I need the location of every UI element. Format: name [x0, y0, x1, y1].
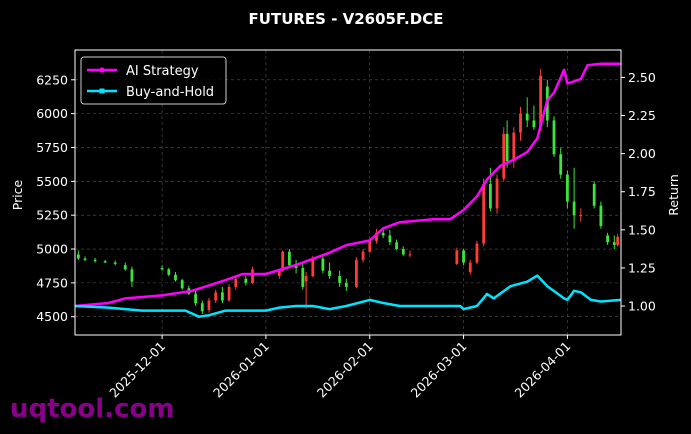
y2-tick-label: 2.25 [628, 108, 656, 123]
legend: AI Strategy Buy-and-Hold [80, 56, 227, 105]
y2-tick-label: 2.00 [628, 146, 656, 161]
legend-label-bh: Buy-and-Hold [126, 85, 214, 100]
candle-body [505, 133, 509, 162]
candle-body [294, 265, 298, 268]
candle-body [194, 293, 197, 304]
candle-body [539, 75, 543, 128]
candle-body [214, 292, 218, 301]
legend-box [80, 56, 227, 105]
candle-body [160, 267, 164, 270]
candle-body [304, 276, 308, 282]
candle-body [234, 278, 238, 287]
candle-body [525, 113, 529, 121]
y2-tick-label: 2.50 [628, 70, 656, 85]
candle-body [167, 269, 171, 275]
y2-tick-label: 1.00 [628, 299, 656, 314]
candle-body [519, 113, 522, 133]
candle-body [395, 242, 398, 250]
candle-body [251, 269, 254, 283]
candle-body [579, 215, 583, 217]
candle-body [207, 300, 211, 310]
watermark: uqtool.com [10, 394, 174, 424]
candle-body [227, 286, 231, 301]
candle-body [174, 274, 177, 281]
y-tick-label: 4750 [36, 275, 68, 290]
candle-body [200, 303, 204, 312]
candle-body [328, 270, 331, 277]
candle-body [103, 261, 107, 263]
y-axis-label: Price [10, 179, 25, 210]
y-tick-label: 5250 [36, 208, 68, 223]
candle-body [368, 240, 372, 252]
return-lines [74, 62, 622, 318]
candle-body [599, 205, 603, 227]
candle-body [572, 201, 576, 216]
candle-body [301, 267, 305, 287]
candle-body [475, 243, 479, 263]
buy-and-hold-line [74, 274, 622, 318]
y-tick-label: 5750 [36, 140, 68, 155]
candle-body [606, 235, 610, 243]
candle-body [344, 282, 348, 287]
candle-body [616, 236, 620, 245]
candle-body [502, 133, 506, 179]
candle-body [408, 254, 412, 256]
y2-tick-label: 1.25 [628, 260, 656, 275]
candle-body [361, 251, 365, 260]
candle-body [338, 276, 342, 283]
y-tick-label: 5500 [36, 174, 68, 189]
candle-body [180, 280, 184, 289]
price-candles [76, 68, 620, 315]
candle-body [277, 270, 281, 277]
candle-body [388, 235, 392, 243]
candle-body [287, 251, 291, 266]
plot-frame [74, 49, 622, 336]
candle-body [311, 258, 315, 277]
y-tick-label: 5000 [36, 242, 68, 257]
candle-body [281, 251, 285, 271]
candle-body [76, 254, 80, 259]
y-axis-right: 1.00 1.25 1.50 1.75 2.00 2.25 2.50 [621, 70, 656, 314]
candle-body [552, 120, 556, 155]
legend-label-ai: AI Strategy [126, 64, 199, 79]
y2-tick-label: 1.50 [628, 222, 656, 237]
candle-body [113, 262, 117, 264]
candle-body [130, 269, 134, 282]
candle-body [495, 178, 499, 209]
candle-body [381, 232, 385, 236]
candle-body [83, 258, 87, 260]
candle-body [354, 259, 358, 287]
legend-marker-ai [99, 67, 105, 73]
y-tick-label: 6250 [36, 72, 68, 87]
chart-title: FUTURES - V2605F.DCE [249, 10, 444, 28]
candle-body [123, 265, 127, 270]
y-tick-label: 4500 [36, 309, 68, 324]
legend-marker-bh [99, 88, 105, 94]
candle-body [93, 259, 97, 262]
candle-body [559, 154, 563, 175]
candle-body [244, 278, 248, 283]
candle-body [468, 262, 472, 273]
ai-strategy-line [74, 62, 621, 308]
y-axis-left: 4500 4750 5000 5250 5500 5750 6000 6250 [36, 72, 75, 324]
candle-body [401, 249, 405, 255]
y2-tick-label: 1.75 [628, 184, 656, 199]
candle-body [532, 120, 536, 128]
candle-body [220, 292, 224, 301]
candle-body [512, 132, 516, 162]
gridlines [75, 50, 621, 335]
candle-body [455, 250, 459, 264]
candle-body [482, 184, 486, 244]
y-tick-label: 6000 [36, 106, 68, 121]
y2-axis-label: Return [666, 174, 681, 215]
candle-body [462, 250, 465, 263]
candle-body [488, 184, 492, 209]
candle-body [612, 242, 616, 245]
candle-body [592, 184, 596, 206]
candle-body [375, 232, 378, 241]
candle-body [566, 174, 569, 202]
candle-body [321, 258, 325, 271]
